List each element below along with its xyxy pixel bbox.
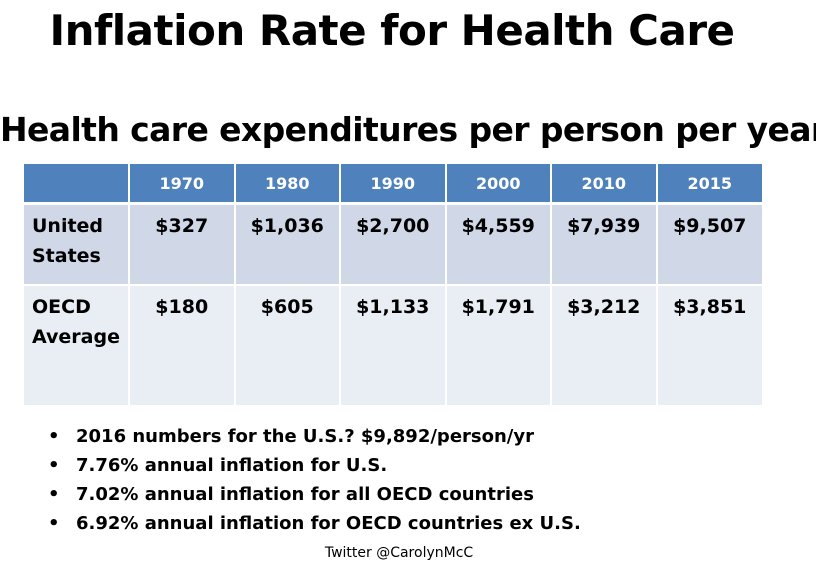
row-label-line: OECD [32,296,91,318]
footer-twitter-handle: Twitter @CarolynMcC [324,545,474,561]
table-header-row: 1970 1980 1990 2000 2010 2015 [24,164,762,205]
table-cell: $9,507 [656,203,762,286]
table-cell: $1,791 [445,285,552,407]
table-row: OECD Average $180 $605 $1,133 $1,791 $3,2… [24,285,762,407]
table-cell: $180 [129,285,236,407]
table-cell: $1,036 [234,203,341,286]
table-row: United States $327 $1,036 $2,700 $4,559 $… [24,203,762,286]
table-header-cell: 2015 [656,164,762,205]
table-cell: $4,559 [445,203,552,286]
table-cell: $605 [234,285,341,407]
table-header-cell: 2010 [551,164,658,205]
table-cell: $1,133 [340,285,447,407]
slide-subtitle: Health care expenditures per person per … [0,110,816,149]
bullet-text: 7.76% annual inflation for U.S. [76,455,388,476]
table-cell: $2,700 [340,203,447,286]
table-cell: $3,212 [551,285,658,407]
table-header-cell: 1970 [129,164,236,205]
row-label-line: Average [32,326,120,348]
bullet-icon: • [48,426,60,447]
table-cell: $327 [129,203,236,286]
row-label-line: States [32,245,101,267]
bullet-icon: • [48,455,60,476]
bullet-icon: • [48,513,60,534]
bullet-text: 6.92% annual inflation for OECD countrie… [76,513,581,534]
list-item: • 7.76% annual inflation for U.S. [48,451,581,480]
list-item: • 7.02% annual inflation for all OECD cou… [48,480,581,509]
bullet-icon: • [48,484,60,505]
table-header-cell: 1980 [234,164,341,205]
table-header-cell: 1990 [340,164,447,205]
row-label-oecd-average: OECD Average [24,285,130,407]
list-item: • 2016 numbers for the U.S.? $9,892/perso… [48,422,581,451]
slide-title: Inflation Rate for Health Care [49,6,735,55]
row-label-united-states: United States [24,203,130,286]
row-label-line: United [32,215,104,237]
bullet-list: • 2016 numbers for the U.S.? $9,892/perso… [48,422,581,538]
table-cell: $7,939 [551,203,658,286]
list-item: • 6.92% annual inflation for OECD countri… [48,509,581,538]
bullet-text: 2016 numbers for the U.S.? $9,892/person… [76,426,534,447]
table-header-cell [24,164,130,205]
expenditure-table: 1970 1980 1990 2000 2010 2015 United Stat… [24,164,762,407]
bullet-text: 7.02% annual inflation for all OECD coun… [76,484,534,505]
table-header-cell: 2000 [445,164,552,205]
table-cell: $3,851 [656,285,762,407]
